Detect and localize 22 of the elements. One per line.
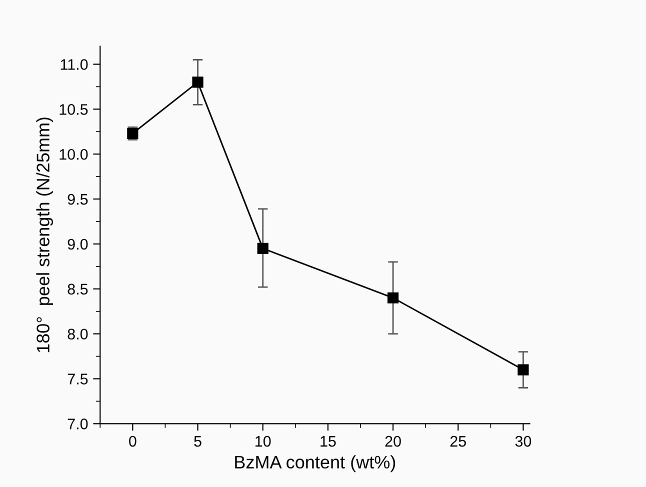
- x-tick-label: 30: [515, 436, 532, 447]
- x-axis-title: BzMA content (wt%): [235, 455, 396, 472]
- x-tick-label: 25: [450, 436, 466, 447]
- point: [518, 364, 529, 376]
- y-tick-label: 10.5: [60, 104, 88, 115]
- y-axis-title: 180° peel strength (N/25mm): [36, 118, 54, 352]
- y-tick-label: 11.0: [60, 59, 88, 70]
- y-tick-label: 9.0: [68, 238, 88, 250]
- x-tick-label: 15: [320, 436, 336, 447]
- y-tick-label: 7.0: [68, 418, 88, 430]
- y-tick-label: 10.0: [60, 148, 88, 160]
- y-tick-label: 8.5: [68, 284, 88, 295]
- x-tick-label: 20: [385, 436, 401, 447]
- y-tick-label: 7.5: [68, 374, 88, 384]
- x-tick-label: 0: [129, 436, 136, 447]
- y-tick-label: 8.0: [68, 328, 88, 340]
- y-tick-label: 9.5: [68, 194, 88, 205]
- x-tick-label: 5: [194, 436, 202, 447]
- point: [257, 242, 268, 254]
- point: [387, 292, 399, 304]
- point: [192, 76, 204, 88]
- x-tick-label: 10: [256, 436, 271, 447]
